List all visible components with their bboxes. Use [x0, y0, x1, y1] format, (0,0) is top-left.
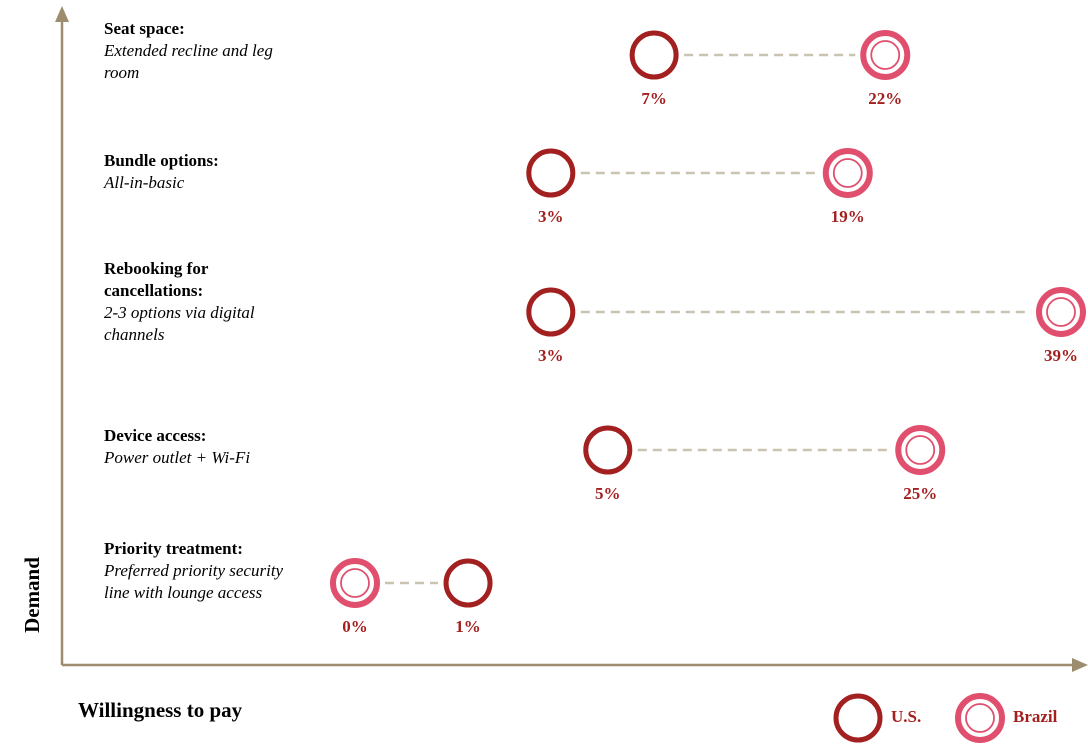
category-name: Device access: [104, 426, 207, 445]
row-label: Device access: Power outlet + Wi-Fi [104, 425, 294, 469]
value-label: 19% [831, 207, 865, 226]
marker-ring [832, 158, 863, 188]
row-label: Priority treatment: Preferred priority se… [104, 538, 294, 604]
brazil-marker [1036, 287, 1087, 337]
us-marker [443, 558, 493, 608]
value-label: 7% [641, 89, 667, 108]
marker-ring [870, 40, 901, 70]
category-description: Preferred priority security line with lo… [104, 561, 284, 602]
row-label: Rebooking for cancellations: 2-3 options … [104, 258, 294, 346]
value-label: 22% [868, 89, 902, 108]
marker-ring [965, 703, 995, 733]
us-marker [833, 693, 883, 743]
category-name: Seat space: [104, 19, 185, 38]
x-axis-label: Willingness to pay [78, 698, 243, 722]
row-label: Bundle options: All-in-basic [104, 150, 294, 194]
category-description: Power outlet + Wi-Fi [104, 448, 251, 467]
category-description: Extended recline and leg room [104, 41, 273, 82]
brazil-marker [860, 30, 911, 80]
value-label: 1% [455, 617, 481, 636]
us-marker [526, 148, 576, 198]
x-axis-arrow [1072, 658, 1088, 672]
us-marker [583, 425, 633, 475]
us-marker [526, 287, 576, 337]
category-name: Bundle options: [104, 151, 219, 170]
brazil-marker [330, 558, 380, 608]
brazil-marker [895, 425, 946, 475]
us-marker [629, 30, 679, 80]
legend-label: Brazil [1013, 707, 1058, 726]
category-name: Priority treatment: [104, 539, 243, 558]
value-label: 3% [538, 346, 564, 365]
value-label: 5% [595, 484, 621, 503]
marker-ring [340, 568, 370, 598]
value-label: 25% [903, 484, 937, 503]
marker-ring [905, 435, 936, 465]
brazil-marker [955, 693, 1005, 743]
marker-ring [1046, 297, 1076, 327]
value-label: 39% [1044, 346, 1078, 365]
category-description: All-in-basic [104, 173, 185, 192]
category-name: Rebooking for cancellations: [104, 259, 209, 300]
y-axis-arrow [55, 6, 69, 22]
legend-label: U.S. [891, 707, 921, 726]
y-axis-label: Demand [20, 557, 44, 633]
row-label: Seat space: Extended recline and leg room [104, 18, 294, 84]
value-label: 0% [342, 617, 368, 636]
brazil-marker [822, 148, 873, 198]
category-description: 2-3 options via digital channels [104, 303, 255, 344]
value-label: 3% [538, 207, 564, 226]
